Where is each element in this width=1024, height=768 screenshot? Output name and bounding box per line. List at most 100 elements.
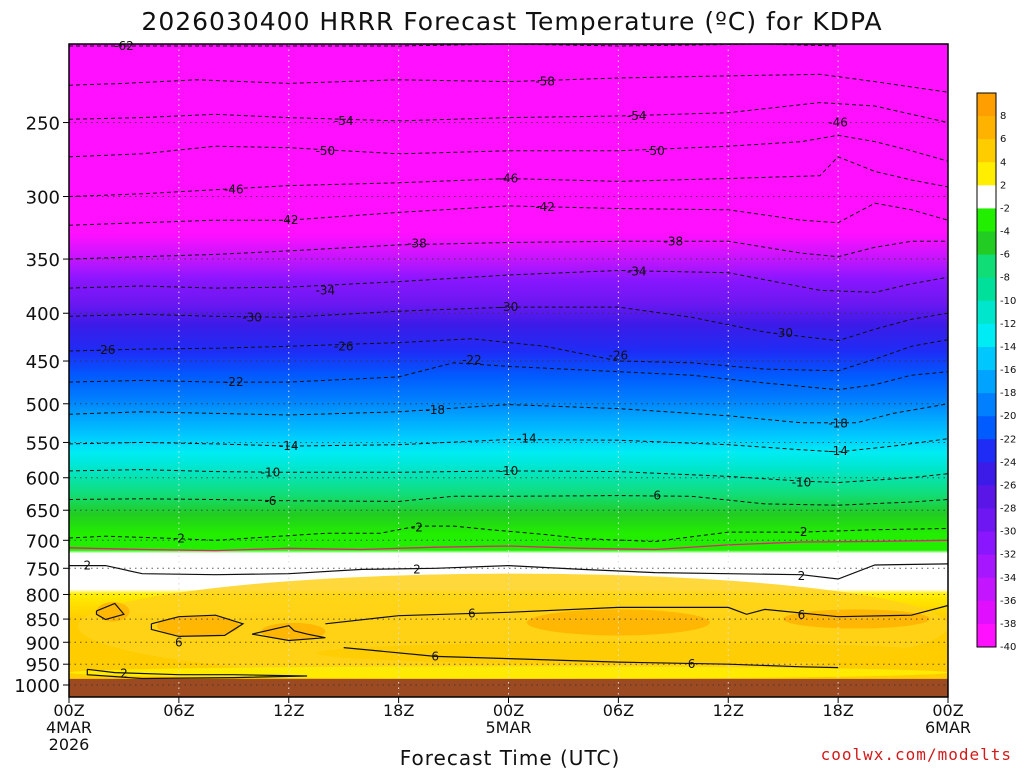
y-tick-label: 850 bbox=[26, 610, 60, 631]
colorbar-swatch bbox=[977, 416, 996, 440]
colorbar-label: -10 bbox=[1000, 296, 1016, 307]
colorbar-swatch bbox=[977, 577, 996, 602]
x-tick-label: 5MAR bbox=[485, 718, 531, 737]
contour-label: -6 bbox=[264, 494, 276, 508]
contour-label: -2 bbox=[173, 532, 185, 546]
colorbar-label: -36 bbox=[1000, 596, 1016, 607]
contour-label: -10 bbox=[261, 465, 281, 479]
y-tick-label: 800 bbox=[26, 585, 60, 606]
colorbar-swatch bbox=[977, 231, 996, 256]
contour-label: -38 bbox=[407, 237, 427, 251]
colorbar-label: -32 bbox=[1000, 550, 1016, 561]
isotherm-line bbox=[325, 604, 949, 625]
colorbar-swatch bbox=[977, 93, 996, 117]
y-tick-label: 700 bbox=[26, 531, 60, 552]
colorbar-swatch bbox=[977, 208, 996, 232]
y-tick-label: 1000 bbox=[14, 676, 60, 697]
isotherm-line bbox=[68, 338, 949, 372]
contour-label: -26 bbox=[609, 349, 629, 363]
y-axis: 2503003504004505005506006507007508008509… bbox=[14, 114, 69, 697]
colorbar-swatch bbox=[977, 485, 996, 509]
isotherm-line bbox=[68, 134, 949, 162]
contour-label: -58 bbox=[535, 75, 555, 89]
isotherm-line bbox=[251, 625, 326, 642]
contour-label: -46 bbox=[828, 116, 848, 130]
colorbar-label: -22 bbox=[1000, 434, 1016, 445]
colorbar-label: 2 bbox=[1000, 180, 1006, 191]
contour-label: -42 bbox=[535, 200, 555, 214]
warm-patch bbox=[316, 642, 948, 665]
x-tick-label: 00Z bbox=[932, 701, 963, 720]
contour-label: -22 bbox=[224, 375, 244, 389]
y-tick-label: 300 bbox=[26, 188, 60, 209]
x-tick-label: 00Z bbox=[493, 701, 524, 720]
colorbar-swatch bbox=[977, 116, 996, 140]
isotherm-line bbox=[68, 269, 949, 293]
colorbar-label: -14 bbox=[1000, 342, 1016, 353]
isotherm-line bbox=[68, 240, 948, 260]
contour-label: -54 bbox=[334, 114, 354, 128]
x-tick-label: 2026 bbox=[49, 735, 90, 754]
credit-text: coolwx.com/modelts bbox=[821, 745, 1012, 764]
contour-label: -30 bbox=[499, 300, 519, 314]
colorbar-label: -20 bbox=[1000, 411, 1016, 422]
x-tick-label: 06Z bbox=[603, 701, 634, 720]
contour-label: -26 bbox=[334, 339, 354, 353]
contour-label: -2 bbox=[411, 520, 423, 534]
isotherm-line bbox=[68, 469, 949, 484]
y-tick-label: 650 bbox=[26, 501, 60, 522]
colorbar-swatch bbox=[977, 254, 996, 279]
contour-label: -46 bbox=[499, 172, 519, 186]
colorbar-label: -34 bbox=[1000, 573, 1016, 584]
isotherm-line bbox=[68, 202, 949, 226]
x-tick-label: 12Z bbox=[273, 701, 304, 720]
contour-label: -50 bbox=[645, 144, 665, 158]
x-tick-label: 00Z bbox=[53, 701, 84, 720]
colorbar-label: -2 bbox=[1000, 203, 1010, 214]
colorbar-label: -6 bbox=[1000, 250, 1010, 261]
colorbar-label: -28 bbox=[1000, 504, 1016, 515]
x-axis-title: Forecast Time (UTC) bbox=[400, 746, 621, 768]
y-tick-label: 250 bbox=[26, 114, 60, 135]
contour-label: -18 bbox=[425, 403, 445, 417]
colorbar-swatch bbox=[977, 300, 996, 325]
chart-title: 2026030400 HRRR Forecast Temperature (ºC… bbox=[141, 7, 882, 36]
colorbar-swatch bbox=[977, 393, 996, 417]
contour-label: -14 bbox=[279, 439, 299, 453]
colorbar-label: -18 bbox=[1000, 388, 1016, 399]
colorbar-swatch bbox=[977, 554, 996, 579]
contour-label: -34 bbox=[316, 283, 336, 297]
x-tick-label: 12Z bbox=[713, 701, 744, 720]
colorbar-swatch bbox=[977, 600, 996, 625]
colorbar-swatch bbox=[977, 323, 996, 348]
isotherm-line bbox=[68, 539, 949, 552]
contour-label: 6 bbox=[468, 606, 476, 620]
x-tick-label: 6MAR bbox=[925, 718, 971, 737]
contour-label: -6 bbox=[649, 489, 661, 503]
x-tick-label: 06Z bbox=[163, 701, 194, 720]
colorbar-label: -4 bbox=[1000, 227, 1010, 238]
colorbar-swatch bbox=[977, 531, 996, 556]
colorbar-swatch bbox=[977, 139, 996, 163]
colorbar-label: -8 bbox=[1000, 273, 1010, 284]
contour-label: 2 bbox=[798, 569, 806, 583]
contour-label: 6 bbox=[175, 635, 183, 649]
contour-label: -10 bbox=[499, 464, 519, 478]
contour-label: 2 bbox=[83, 559, 91, 573]
contour-label: -30 bbox=[242, 310, 262, 324]
y-tick-label: 600 bbox=[26, 469, 60, 490]
isotherm-line bbox=[68, 156, 949, 197]
contour-label: 6 bbox=[688, 657, 696, 671]
colorbar-label: -26 bbox=[1000, 480, 1016, 491]
colorbar-label: -30 bbox=[1000, 527, 1016, 538]
y-tick-label: 550 bbox=[26, 433, 60, 454]
shading-patches bbox=[69, 573, 948, 679]
colorbar-label: -12 bbox=[1000, 319, 1016, 330]
isotherm-line bbox=[86, 668, 308, 680]
colorbar-label: -40 bbox=[1000, 642, 1016, 653]
contour-label: -18 bbox=[828, 417, 848, 431]
contour-label: -62 bbox=[114, 39, 134, 53]
y-tick-label: 900 bbox=[26, 633, 60, 654]
isotherm-line bbox=[95, 602, 125, 621]
